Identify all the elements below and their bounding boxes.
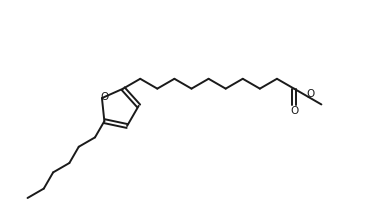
Text: O: O — [101, 92, 109, 102]
Text: O: O — [290, 106, 298, 116]
Text: O: O — [307, 89, 315, 99]
